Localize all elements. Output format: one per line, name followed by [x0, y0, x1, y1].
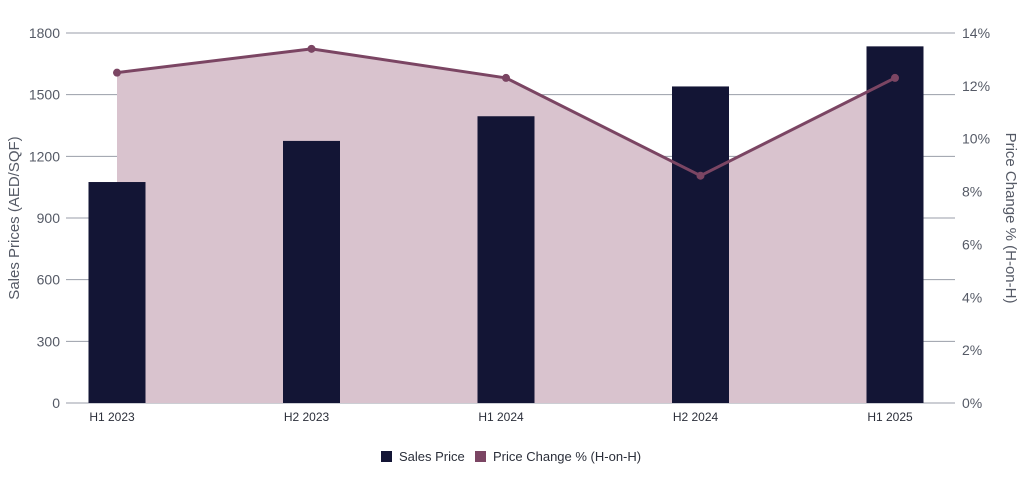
y-tick-right: 12%	[962, 78, 990, 94]
line-point	[696, 171, 705, 180]
y-axis-right-ticks: 0% 2% 4% 6% 8% 10% 12% 14%	[962, 25, 990, 411]
y-tick-right: 8%	[962, 184, 982, 200]
y-tick-right: 6%	[962, 236, 982, 252]
bar	[88, 182, 146, 403]
legend-swatch-price-change	[475, 451, 486, 462]
y-axis-right-title: Price Change % (H-on-H)	[1002, 133, 1019, 304]
line-point	[502, 73, 510, 82]
bars	[88, 46, 924, 403]
x-tick: H1 2024	[478, 410, 524, 424]
x-axis-ticks: H1 2023 H2 2023 H1 2024 H2 2024 H1 2025	[89, 410, 913, 424]
x-tick: H2 2024	[673, 410, 719, 424]
bar	[477, 116, 535, 403]
x-tick: H1 2023	[89, 410, 135, 424]
x-tick: H1 2025	[867, 410, 913, 424]
legend-label-price-change: Price Change % (H-on-H)	[493, 449, 641, 464]
y-axis-left-title: Sales Prices (AED/SQF)	[6, 136, 23, 299]
y-tick-left: 900	[37, 210, 61, 226]
y-tick-left: 300	[37, 333, 61, 349]
y-axis-left-ticks: 0 300 600 900 1200 1500 1800	[29, 25, 60, 411]
line-point	[307, 44, 316, 53]
y-tick-left: 1200	[29, 148, 60, 164]
bar	[866, 46, 924, 403]
bar	[283, 140, 340, 403]
y-tick-right: 0%	[962, 395, 982, 411]
line-point	[113, 68, 121, 77]
legend-swatch-sales-price	[381, 451, 392, 462]
y-tick-left: 1800	[29, 25, 60, 41]
y-tick-right: 14%	[962, 25, 990, 41]
y-tick-left: 0	[52, 395, 60, 411]
y-tick-right: 10%	[962, 131, 990, 147]
line-point	[891, 73, 899, 82]
x-tick: H2 2023	[284, 410, 330, 424]
legend: Sales Price Price Change % (H-on-H)	[381, 449, 641, 464]
y-tick-left: 600	[37, 272, 61, 288]
y-tick-left: 1500	[29, 87, 60, 103]
price-change-line	[113, 44, 899, 180]
y-tick-right: 4%	[962, 289, 982, 305]
legend-label-sales-price: Sales Price	[399, 449, 465, 464]
bar	[672, 86, 729, 403]
y-tick-right: 2%	[962, 342, 982, 358]
